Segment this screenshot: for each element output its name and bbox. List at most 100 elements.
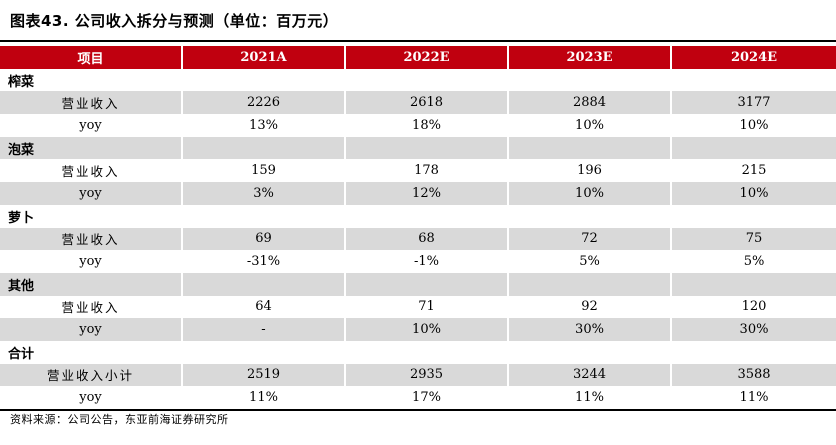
row-label: yoy: [0, 182, 183, 205]
value-cell: 10%: [671, 182, 836, 205]
empty-cell: [345, 204, 509, 228]
value-cell: 10%: [508, 114, 672, 137]
value-cell: 120: [741, 299, 767, 315]
category-label: 萝卜: [0, 204, 183, 228]
value-cell: 13%: [182, 114, 346, 137]
table-row: yoy 13% 18% 10% 10%: [0, 114, 836, 137]
value-cell: 10%: [508, 182, 672, 205]
empty-cell: [508, 136, 672, 160]
table-row: yoy -31% -1% 5% 5%: [0, 250, 836, 273]
value-cell: -: [182, 318, 346, 341]
empty-cell: [345, 68, 509, 92]
value-cell: 69: [182, 227, 346, 251]
title-rule: [0, 40, 836, 42]
header-2024e: 2024E: [671, 46, 836, 69]
header-row: 项目 2021A 2022E 2023E 2024E: [0, 46, 836, 69]
row-label: 营业收入: [0, 295, 183, 319]
empty-cell: [508, 68, 672, 92]
value-cell: 3%: [182, 182, 346, 205]
empty-cell: [508, 204, 672, 228]
row-label: 营业收入: [0, 227, 183, 251]
value-cell: 10%: [345, 318, 509, 341]
value-cell: 64: [182, 295, 346, 319]
figure-title: 图表43. 公司收入拆分与预测（单位：百万元）: [10, 12, 339, 30]
empty-cell: [671, 69, 836, 92]
empty-cell: [671, 205, 836, 228]
row-label: yoy: [0, 318, 183, 341]
empty-cell: [671, 136, 836, 160]
value-cell: 159: [182, 159, 346, 183]
value-cell: 10%: [739, 117, 769, 133]
empty-cell: [671, 272, 836, 296]
table-row: yoy -10% 30% 30%: [0, 318, 836, 341]
value-cell: 2884: [508, 91, 672, 115]
table-row: 营业收入 64 71 92 120: [0, 295, 836, 319]
source-note: 资料来源：公司公告，东亚前海证券研究所: [10, 413, 229, 426]
empty-cell: [182, 340, 346, 364]
value-cell: 68: [345, 227, 509, 251]
empty-cell: [182, 136, 346, 160]
table-row: yoy 11% 17% 11% 11%: [0, 386, 836, 409]
value-cell: 11%: [739, 390, 769, 406]
value-cell: 30%: [671, 318, 836, 341]
category-row: 泡菜: [0, 136, 836, 160]
category-label: 泡菜: [0, 136, 183, 160]
bottom-rule: [0, 409, 836, 411]
value-cell: 12%: [345, 182, 509, 205]
empty-cell: [182, 272, 346, 296]
value-cell: -1%: [345, 250, 509, 273]
value-cell: 2935: [345, 363, 509, 387]
value-cell: 18%: [345, 114, 509, 137]
value-cell: 72: [508, 227, 672, 251]
row-label: 营业收入小计: [0, 363, 183, 387]
table-row: 营业收入小计 2519 2935 3244 3588: [0, 363, 836, 387]
empty-cell: [182, 204, 346, 228]
value-cell: 2226: [182, 91, 346, 115]
table-row: 营业收入 69 68 72 75: [0, 227, 836, 251]
category-row: 合计: [0, 340, 836, 364]
value-cell: 2519: [182, 363, 346, 387]
category-label: 其他: [0, 272, 183, 296]
row-label: yoy: [0, 250, 183, 273]
category-label: 榨菜: [0, 68, 183, 92]
revenue-table: 项目 2021A 2022E 2023E 2024E 榨菜 营业收入 2226 261…: [0, 46, 836, 409]
value-cell: 2618: [345, 91, 509, 115]
empty-cell: [508, 340, 672, 364]
value-cell: 30%: [508, 318, 672, 341]
empty-cell: [508, 272, 672, 296]
value-cell: 215: [741, 163, 767, 179]
value-cell: -31%: [182, 250, 346, 273]
value-cell: 17%: [345, 386, 509, 409]
table-row: yoy 3% 12% 10% 10%: [0, 182, 836, 205]
value-cell: 71: [345, 295, 509, 319]
value-cell: 75: [671, 227, 836, 251]
value-cell: 178: [345, 159, 509, 183]
row-label: 营业收入: [0, 91, 183, 115]
header-item: 项目: [0, 46, 183, 69]
value-cell: 196: [508, 159, 672, 183]
value-cell: 11%: [508, 386, 672, 409]
value-cell: 5%: [743, 254, 765, 270]
header-2023e: 2023E: [508, 46, 672, 69]
category-row: 榨菜: [0, 68, 836, 92]
row-label: yoy: [0, 386, 183, 409]
row-label: 营业收入: [0, 159, 183, 183]
header-2022e: 2022E: [345, 46, 509, 69]
value-cell: 11%: [182, 386, 346, 409]
value-cell: 92: [508, 295, 672, 319]
table-row: 营业收入 2226 2618 2884 3177: [0, 91, 836, 115]
empty-cell: [182, 68, 346, 92]
category-label: 合计: [0, 340, 183, 364]
empty-cell: [345, 272, 509, 296]
empty-cell: [345, 340, 509, 364]
value-cell: 3177: [671, 91, 836, 115]
table-row: 营业收入 159 178 196 215: [0, 159, 836, 183]
empty-cell: [345, 136, 509, 160]
value-cell: 3244: [508, 363, 672, 387]
value-cell: 3588: [671, 363, 836, 387]
row-label: yoy: [0, 114, 183, 137]
category-row: 萝卜: [0, 204, 836, 228]
header-2021a: 2021A: [182, 46, 346, 69]
value-cell: 5%: [508, 250, 672, 273]
empty-cell: [671, 341, 836, 364]
